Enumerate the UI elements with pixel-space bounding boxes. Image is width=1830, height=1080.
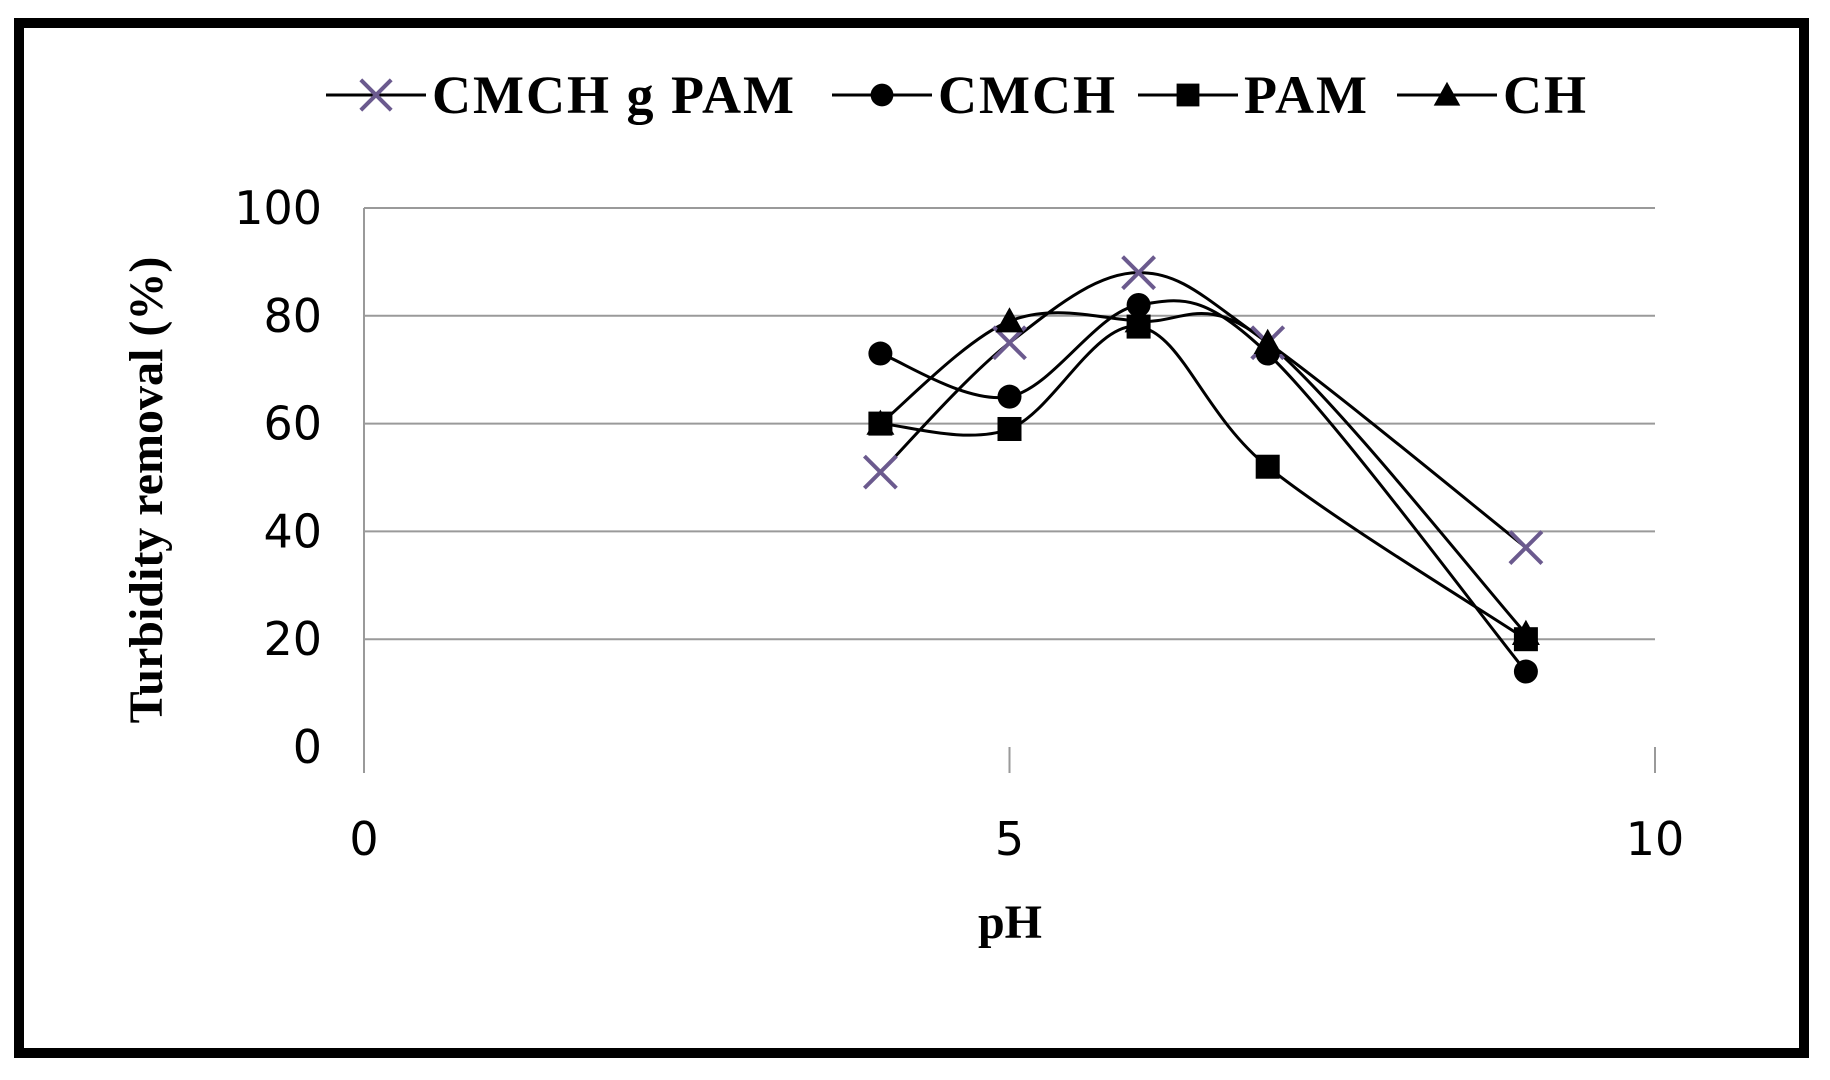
legend-entry-cmch-g-pam: CMCH g PAM [326, 65, 796, 125]
legend-label-cmch: CMCH [938, 65, 1117, 125]
legend-marker-pam [1176, 83, 1200, 107]
legend-entry-ch: CH [1397, 65, 1588, 125]
legend-label-ch: CH [1503, 65, 1588, 125]
legend-marker-cmch-g-pam [359, 78, 393, 112]
y-tick-label-80: 80 [263, 289, 322, 343]
series-line-pam [880, 325, 1527, 641]
point-cmch-g-pam-0 [862, 454, 898, 490]
x-tick-label-10: 10 [1626, 812, 1685, 866]
legend-label-cmch-g-pam: CMCH g PAM [432, 65, 796, 125]
point-ch-3 [1253, 328, 1282, 354]
point-cmch-1 [997, 384, 1022, 409]
legend-label-pam: PAM [1244, 65, 1369, 125]
y-tick-label-0: 0 [293, 720, 322, 774]
point-ch-4 [1511, 619, 1540, 646]
y-tick-label-20: 20 [263, 612, 322, 666]
point-ch-1 [995, 307, 1024, 333]
point-cmch-2 [1126, 293, 1151, 318]
y-tick-label-60: 60 [263, 397, 322, 451]
point-cmch-g-pam-2 [1121, 255, 1157, 291]
point-ch-0 [866, 409, 895, 435]
point-cmch-g-pam-2-stroke-b [1121, 255, 1157, 291]
point-pam-3 [1255, 454, 1280, 479]
legend: CMCH g PAM CMCH PAM CH [326, 65, 1588, 125]
legend-marker-ch [1433, 81, 1461, 106]
y-tick-label-40: 40 [263, 504, 322, 558]
legend-marker-cmch [870, 83, 894, 107]
point-pam-1 [997, 416, 1022, 441]
series-line-cmch [879, 299, 1528, 673]
point-cmch-g-pam-0-stroke-b [862, 454, 898, 490]
series-layer [862, 255, 1544, 684]
point-cmch-0 [868, 341, 893, 366]
x-tick-label-0: 0 [349, 812, 378, 866]
y-axis-title: Turbidity removal (%) [120, 257, 173, 724]
axis-layer: 0 20 40 60 80 100 0 5 10 [234, 181, 1684, 866]
series-line-cmch-g-pam [879, 271, 1527, 549]
point-cmch-g-pam-4-stroke-b [1508, 530, 1544, 565]
legend-entry-pam: PAM [1138, 65, 1369, 125]
legend-marker-cmch-g-pam-stroke-b [359, 78, 393, 112]
x-axis-title: pH [978, 896, 1042, 949]
legend-entry-cmch: CMCH [832, 65, 1117, 125]
y-tick-label-100: 100 [234, 181, 322, 235]
point-cmch-4 [1513, 659, 1538, 684]
outer-frame [14, 18, 1809, 1058]
series-line-ch [879, 311, 1528, 635]
x-tick-label-5: 5 [995, 812, 1024, 866]
point-cmch-g-pam-4 [1508, 530, 1544, 565]
point-ch-2 [1124, 307, 1153, 333]
